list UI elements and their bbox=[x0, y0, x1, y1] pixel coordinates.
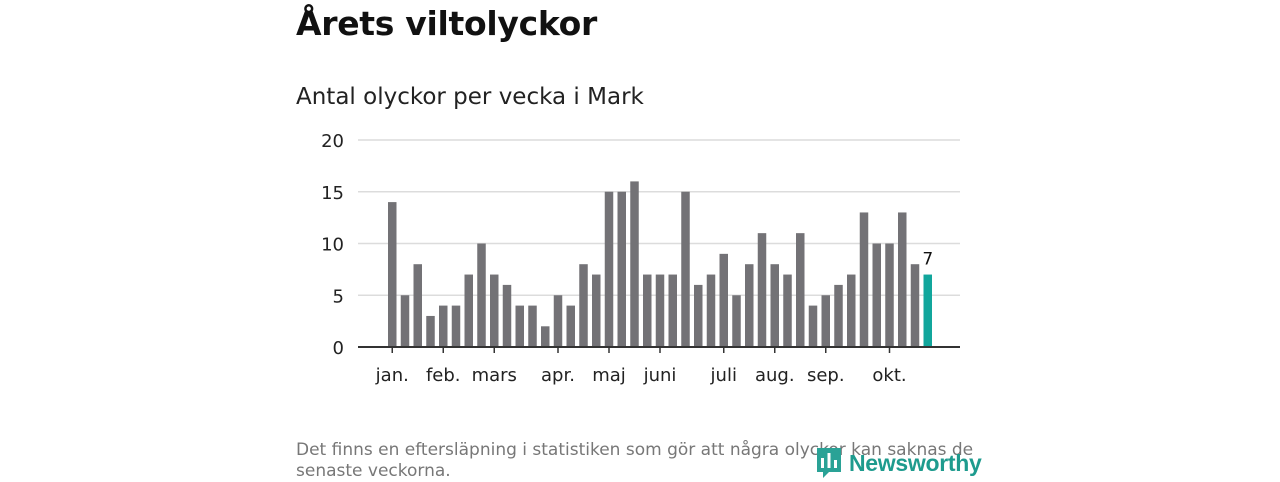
bar bbox=[604, 191, 614, 347]
x-tick-label: maj bbox=[592, 365, 626, 386]
bar bbox=[541, 326, 550, 347]
bar bbox=[592, 274, 601, 347]
bar bbox=[757, 233, 767, 347]
grid-lines bbox=[358, 139, 960, 296]
bar bbox=[528, 305, 537, 347]
bar bbox=[579, 264, 588, 347]
bar bbox=[413, 264, 422, 347]
bar bbox=[502, 284, 512, 347]
x-tick-label: aug. bbox=[755, 365, 795, 386]
bar bbox=[426, 315, 435, 347]
x-tick-label: feb. bbox=[426, 365, 461, 386]
x-tick-label: mars bbox=[472, 365, 517, 386]
x-tick-label: okt. bbox=[872, 365, 906, 386]
bars bbox=[388, 181, 932, 347]
bar bbox=[388, 202, 397, 347]
bar bbox=[400, 295, 410, 347]
bar bbox=[643, 274, 652, 347]
x-tick-label: juni bbox=[643, 365, 677, 386]
bar bbox=[732, 295, 741, 347]
bar bbox=[872, 243, 881, 347]
bar bbox=[668, 274, 677, 347]
x-tick-label: juli bbox=[710, 365, 737, 386]
bar bbox=[719, 253, 728, 347]
newsworthy-logo: Newsworthy bbox=[815, 446, 982, 480]
y-axis-ticks: 0 5 10 15 20 bbox=[321, 131, 344, 359]
bar bbox=[566, 305, 575, 347]
bar bbox=[451, 305, 461, 347]
bar bbox=[439, 305, 448, 347]
bar bbox=[745, 264, 754, 347]
bar bbox=[515, 305, 524, 347]
bar bbox=[630, 181, 639, 347]
footnote: Det finns en eftersläpning i statistiken… bbox=[296, 440, 974, 481]
y-tick-label: 5 bbox=[333, 286, 344, 307]
y-tick-label: 20 bbox=[321, 131, 344, 152]
bar bbox=[783, 274, 792, 347]
bar bbox=[477, 243, 486, 347]
y-tick-label: 0 bbox=[333, 338, 344, 359]
bar bbox=[655, 274, 665, 347]
bar bbox=[796, 233, 805, 347]
bar bbox=[681, 191, 690, 347]
bar bbox=[770, 264, 779, 347]
bar bbox=[885, 243, 894, 347]
x-tick-label: apr. bbox=[541, 365, 575, 386]
bar bbox=[847, 274, 856, 347]
bar-highlighted bbox=[923, 274, 932, 347]
x-axis: jan. feb. mars apr. maj juni juli aug. sep. okt. bbox=[358, 346, 960, 386]
last-value-label: 7 bbox=[922, 250, 933, 270]
bar bbox=[464, 274, 473, 347]
page-title: Årets viltolyckor bbox=[296, 4, 597, 43]
bar bbox=[694, 284, 703, 347]
x-tick-label: sep. bbox=[807, 365, 845, 386]
bar bbox=[834, 284, 843, 347]
bar bbox=[617, 191, 626, 347]
bar bbox=[821, 295, 830, 347]
bar bbox=[910, 264, 920, 347]
x-tick-label: jan. bbox=[375, 365, 409, 386]
y-tick-label: 10 bbox=[321, 235, 344, 256]
bar bbox=[706, 274, 716, 347]
bar bbox=[808, 305, 818, 347]
bar bbox=[490, 274, 499, 347]
logo-text: Newsworthy bbox=[849, 449, 982, 476]
bar bbox=[898, 212, 907, 347]
y-tick-label: 15 bbox=[321, 183, 344, 204]
chart-subtitle: Antal olyckor per vecka i Mark bbox=[296, 84, 644, 110]
newsworthy-logo-icon bbox=[817, 448, 841, 478]
data-labels: 7 bbox=[922, 250, 933, 270]
bar bbox=[859, 212, 869, 347]
bar bbox=[553, 295, 563, 347]
